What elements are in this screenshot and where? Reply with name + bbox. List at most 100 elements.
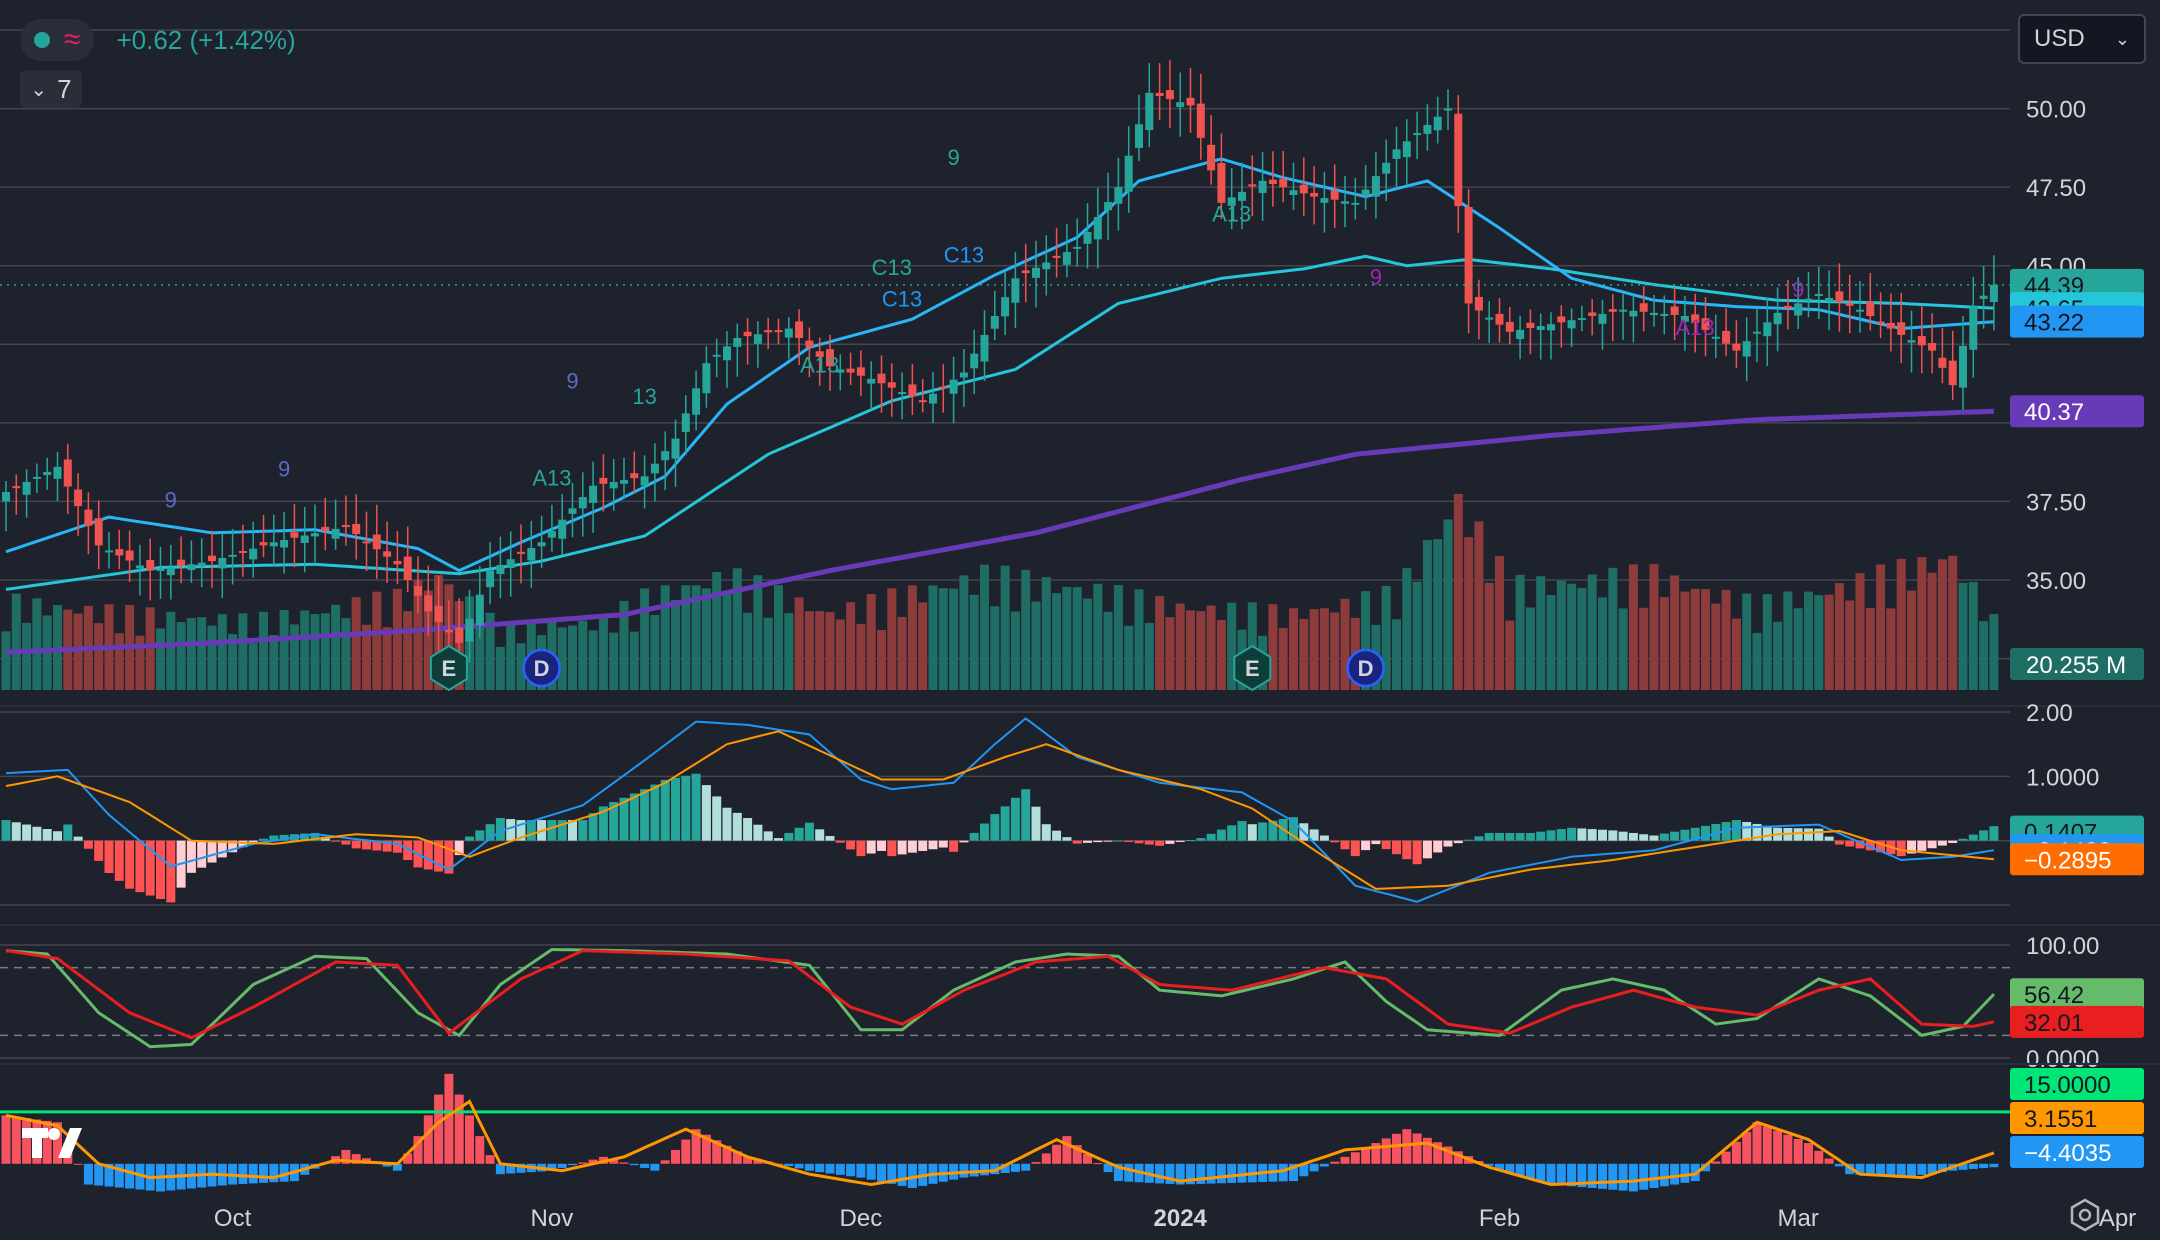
osc-histogram-bar bbox=[475, 1136, 485, 1164]
tradingview-logo-icon[interactable] bbox=[18, 1118, 88, 1166]
macd-histogram-bar bbox=[743, 818, 753, 841]
volume-bar bbox=[660, 585, 670, 690]
osc-histogram-bar bbox=[42, 1120, 52, 1164]
macd-histogram-bar bbox=[1598, 829, 1607, 841]
macd-histogram-bar bbox=[32, 826, 42, 841]
candle-body bbox=[1001, 297, 1010, 317]
currency-select[interactable]: USD ⌄ bbox=[2018, 14, 2146, 64]
macd-histogram-bar bbox=[1247, 824, 1257, 841]
macd-histogram-bar bbox=[1556, 829, 1566, 841]
macd-histogram-bar bbox=[1907, 840, 1916, 854]
volume-bar bbox=[114, 633, 124, 690]
candle-body bbox=[146, 559, 155, 571]
volume-bar bbox=[320, 613, 330, 690]
macd-histogram-bar bbox=[681, 775, 691, 841]
volume-bar bbox=[1793, 608, 1803, 690]
volume-bar bbox=[1289, 608, 1298, 690]
osc-histogram-bar bbox=[1783, 1134, 1793, 1164]
volume-bar bbox=[1206, 605, 1216, 690]
candle-body bbox=[1444, 108, 1452, 111]
candle-body bbox=[22, 481, 31, 495]
macd-histogram-bar bbox=[1649, 835, 1659, 841]
macd-histogram-bar bbox=[1258, 822, 1268, 841]
volume-bar bbox=[413, 579, 423, 690]
volume-bar bbox=[238, 613, 248, 690]
volume-bar bbox=[351, 597, 361, 690]
volume-bar bbox=[1680, 591, 1690, 690]
macd-histogram-bar bbox=[11, 822, 21, 841]
macd-histogram-bar bbox=[980, 823, 989, 841]
volume-bar bbox=[1010, 611, 1020, 690]
osc-histogram-bar bbox=[114, 1163, 124, 1188]
volume-bar bbox=[722, 594, 732, 690]
macd-histogram-bar bbox=[1309, 829, 1319, 841]
candle-body bbox=[1825, 297, 1834, 302]
volume-bar bbox=[1000, 565, 1010, 690]
volume-bar bbox=[1659, 597, 1669, 690]
macd-histogram-bar bbox=[969, 832, 979, 841]
osc-histogram-bar bbox=[1361, 1147, 1371, 1164]
osc-histogram-bar bbox=[351, 1154, 361, 1164]
badge-letter: E bbox=[442, 656, 457, 681]
osc-histogram-bar bbox=[1865, 1163, 1875, 1176]
volume-bar bbox=[640, 588, 650, 690]
volume-bar bbox=[22, 622, 32, 690]
osc-histogram-bar bbox=[629, 1163, 639, 1166]
candle-body bbox=[1670, 306, 1679, 315]
candle-body bbox=[980, 334, 989, 362]
macd-histogram-bar bbox=[1237, 821, 1247, 841]
macd-histogram-bar bbox=[856, 840, 866, 857]
volume-bar bbox=[1598, 597, 1607, 690]
osc-histogram-bar bbox=[1412, 1133, 1422, 1164]
candle-body bbox=[1413, 133, 1422, 136]
osc-histogram-bar bbox=[248, 1163, 258, 1184]
osc-histogram-bar bbox=[1649, 1163, 1659, 1188]
volume-bar bbox=[1948, 555, 1958, 690]
volume-bar bbox=[1628, 564, 1638, 690]
volume-bar bbox=[1443, 519, 1453, 690]
candle-body bbox=[1856, 309, 1864, 312]
macd-histogram-bar bbox=[1577, 828, 1587, 841]
candle-body bbox=[826, 349, 834, 367]
volume-bar bbox=[918, 602, 928, 690]
macd-histogram-bar bbox=[959, 840, 969, 843]
macd-histogram-bar bbox=[1567, 827, 1577, 841]
osc-histogram-bar bbox=[125, 1163, 135, 1189]
macd-histogram-bar bbox=[1289, 817, 1298, 841]
price-change: +0.62 (+1.42%) bbox=[116, 24, 296, 55]
volume-bar bbox=[1186, 610, 1195, 690]
macd-histogram-bar bbox=[42, 829, 52, 841]
macd-histogram-bar bbox=[1124, 840, 1134, 842]
osc-histogram-bar bbox=[341, 1149, 351, 1164]
osc-histogram-bar bbox=[1896, 1163, 1906, 1178]
volume-bar bbox=[228, 634, 238, 690]
macd-histogram-bar bbox=[186, 840, 196, 873]
status-pill[interactable]: ≈ bbox=[20, 19, 95, 61]
osc-histogram-bar bbox=[1752, 1122, 1762, 1164]
candle-body bbox=[1557, 316, 1566, 323]
osc-histogram-bar bbox=[1968, 1163, 1978, 1169]
candle-body bbox=[527, 547, 536, 561]
gear-icon[interactable] bbox=[2068, 1198, 2102, 1232]
candle-body bbox=[671, 438, 680, 459]
macd-histogram-bar bbox=[1484, 832, 1494, 841]
volume-bar bbox=[1711, 603, 1721, 690]
volume-bar bbox=[1227, 602, 1237, 690]
macd-histogram-bar bbox=[732, 812, 742, 841]
macd-histogram-bar bbox=[1793, 828, 1803, 841]
candle-body bbox=[496, 564, 505, 574]
candle-body bbox=[311, 533, 319, 537]
volume-bar bbox=[1917, 557, 1927, 690]
macd-histogram-bar bbox=[671, 777, 680, 841]
osc-histogram-bar bbox=[1113, 1163, 1123, 1182]
macd-histogram-bar bbox=[1010, 797, 1020, 841]
osc-histogram-bar bbox=[11, 1116, 21, 1164]
candle-body bbox=[187, 564, 196, 571]
collapse-indicators-button[interactable]: ⌄ 7 bbox=[20, 70, 82, 108]
candle-body bbox=[753, 334, 762, 344]
volume-bar bbox=[1021, 569, 1031, 690]
price-axis-label bbox=[2010, 843, 2144, 876]
candle-body bbox=[743, 331, 752, 337]
x-tick-label: Nov bbox=[531, 1205, 574, 1232]
